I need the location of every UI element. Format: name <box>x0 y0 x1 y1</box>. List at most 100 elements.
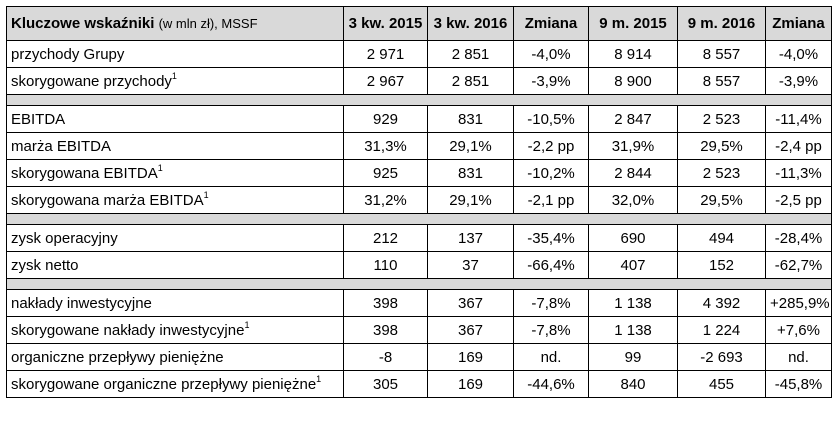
value-cell: 152 <box>677 251 766 279</box>
row-label: EBITDA <box>11 110 66 128</box>
value-cell: 29,5% <box>677 132 766 160</box>
table-row: skorygowana marża EBITDA1 31,2% 29,1% -2,1 … <box>6 186 832 214</box>
value-cell: 29,1% <box>427 186 514 214</box>
value-cell: -45,8% <box>765 370 832 398</box>
value-cell: 31,9% <box>588 132 678 160</box>
row-label-cell: przychody Grupy <box>6 40 344 68</box>
value-cell: 32,0% <box>588 186 678 214</box>
row-label: zysk netto <box>11 256 79 274</box>
row-label-cell: EBITDA <box>6 105 344 133</box>
row-label-cell: skorygowane organiczne przepływy pienięż… <box>6 370 344 398</box>
value-cell: 305 <box>343 370 428 398</box>
value-cell: 407 <box>588 251 678 279</box>
table-title: Kluczowe wskaźniki <box>11 15 155 32</box>
row-label: skorygowana EBITDA <box>11 164 158 182</box>
value-cell: 8 557 <box>677 40 766 68</box>
header-row: Kluczowe wskaźniki (w mln zł), MSSF 3 kw… <box>6 6 832 41</box>
row-label-cell: skorygowana marża EBITDA1 <box>6 186 344 214</box>
value-cell: -8 <box>343 343 428 371</box>
col-header-9m-2015: 9 m. 2015 <box>588 6 678 41</box>
value-cell: 1 224 <box>677 316 766 344</box>
row-label: zysk operacyjny <box>11 229 118 247</box>
value-cell: 2 523 <box>677 159 766 187</box>
group-separator <box>6 94 832 106</box>
table-row: skorygowana EBITDA1 925 831 -10,2% 2 844 2 52… <box>6 159 832 187</box>
value-cell: 212 <box>343 224 428 252</box>
value-cell: -2,5 pp <box>765 186 832 214</box>
row-label-cell: skorygowane nakłady inwestycyjne1 <box>6 316 344 344</box>
value-cell: 367 <box>427 316 514 344</box>
table-title-cell: Kluczowe wskaźniki (w mln zł), MSSF <box>6 6 344 41</box>
value-cell: -11,3% <box>765 159 832 187</box>
row-label: skorygowane przychody <box>11 72 172 90</box>
value-cell: 1 138 <box>588 289 678 317</box>
value-cell: -3,9% <box>765 67 832 95</box>
value-cell: -2,2 pp <box>513 132 589 160</box>
table-unit: (w mln zł), MSSF <box>158 16 258 31</box>
row-label: skorygowane nakłady inwestycyjne <box>11 321 245 339</box>
value-cell: -2,1 pp <box>513 186 589 214</box>
value-cell: 840 <box>588 370 678 398</box>
table-row: przychody Grupy 2 971 2 851 -4,0% 8 914 8 557… <box>6 40 832 68</box>
row-label-cell: marża EBITDA <box>6 132 344 160</box>
value-cell: 29,5% <box>677 186 766 214</box>
value-cell: -7,8% <box>513 316 589 344</box>
row-label-cell: zysk netto <box>6 251 344 279</box>
value-cell: 2 967 <box>343 67 428 95</box>
value-cell: 925 <box>343 159 428 187</box>
value-cell: 8 914 <box>588 40 678 68</box>
table-row: EBITDA 929 831 -10,5% 2 847 2 523 -11,4% <box>6 105 832 133</box>
separator-cell <box>6 213 832 225</box>
group-separator <box>6 278 832 290</box>
table-row: skorygowane nakłady inwestycyjne1 398 367-… <box>6 316 832 344</box>
kpi-table: Kluczowe wskaźniki (w mln zł), MSSF 3 kw… <box>6 6 832 398</box>
separator-cell <box>6 278 832 290</box>
value-cell: +7,6% <box>765 316 832 344</box>
value-cell: -2 693 <box>677 343 766 371</box>
table-row: nakłady inwestycyjne 398 367 -7,8% 1 138 4 39… <box>6 289 832 317</box>
value-cell: nd. <box>513 343 589 371</box>
value-cell: 690 <box>588 224 678 252</box>
separator-cell <box>6 94 832 106</box>
value-cell: -62,7% <box>765 251 832 279</box>
value-cell: 2 971 <box>343 40 428 68</box>
value-cell: 4 392 <box>677 289 766 317</box>
value-cell: 2 851 <box>427 67 514 95</box>
value-cell: 398 <box>343 289 428 317</box>
value-cell: -3,9% <box>513 67 589 95</box>
value-cell: 2 844 <box>588 159 678 187</box>
value-cell: 831 <box>427 159 514 187</box>
table-row: zysk operacyjny 212 137 -35,4% 690 494 -28,4% <box>6 224 832 252</box>
value-cell: -7,8% <box>513 289 589 317</box>
value-cell: -2,4 pp <box>765 132 832 160</box>
value-cell: 31,2% <box>343 186 428 214</box>
value-cell: nd. <box>765 343 832 371</box>
row-label-cell: skorygowana EBITDA1 <box>6 159 344 187</box>
col-header-change-9m: Zmiana <box>765 6 832 41</box>
value-cell: 29,1% <box>427 132 514 160</box>
value-cell: -28,4% <box>765 224 832 252</box>
table-row: zysk netto 110 37 -66,4% 407 152 -62,7% <box>6 251 832 279</box>
value-cell: 31,3% <box>343 132 428 160</box>
value-cell: 455 <box>677 370 766 398</box>
footnote-marker: 1 <box>171 70 177 81</box>
row-label-cell: nakłady inwestycyjne <box>6 289 344 317</box>
value-cell: -35,4% <box>513 224 589 252</box>
value-cell: 2 851 <box>427 40 514 68</box>
group-separator <box>6 213 832 225</box>
row-label: organiczne przepływy pieniężne <box>11 348 224 366</box>
value-cell: 8 557 <box>677 67 766 95</box>
col-header-q3-2016: 3 kw. 2016 <box>427 6 514 41</box>
table-row: skorygowane przychody1 2 967 2 851 -3,9% 8 9… <box>6 67 832 95</box>
value-cell: 831 <box>427 105 514 133</box>
row-label: skorygowane organiczne przepływy pienięż… <box>11 375 317 393</box>
value-cell: 137 <box>427 224 514 252</box>
col-header-9m-2016: 9 m. 2016 <box>677 6 766 41</box>
row-label: marża EBITDA <box>11 137 112 155</box>
row-label: nakłady inwestycyjne <box>11 294 152 312</box>
value-cell: 169 <box>427 343 514 371</box>
value-cell: 2 847 <box>588 105 678 133</box>
value-cell: 2 523 <box>677 105 766 133</box>
value-cell: 929 <box>343 105 428 133</box>
footnote-marker: 1 <box>157 162 163 173</box>
